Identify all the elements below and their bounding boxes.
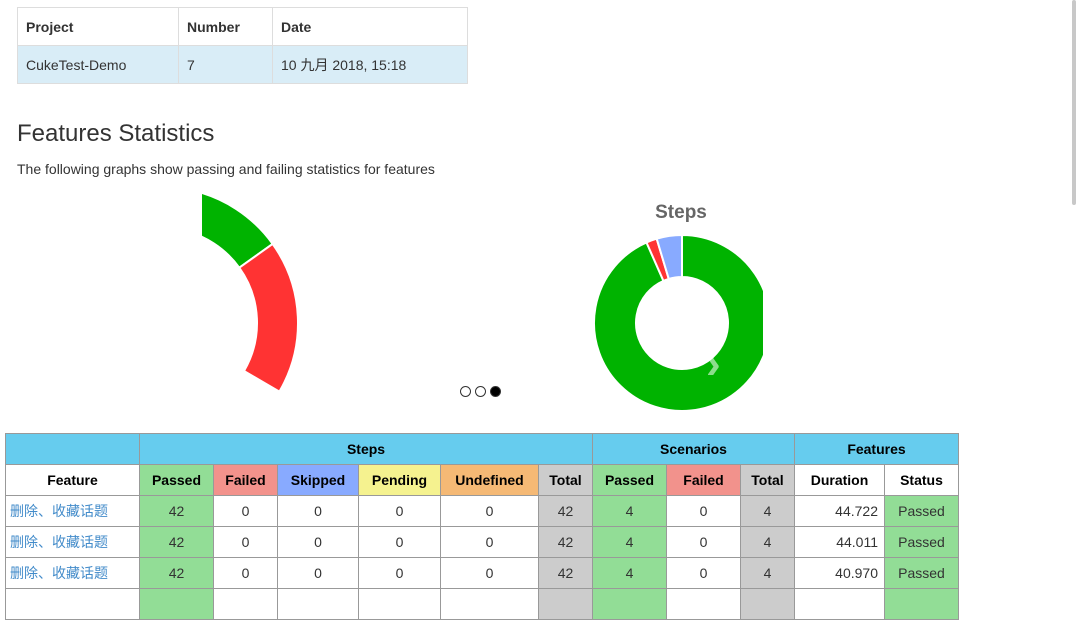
steps-passed-cell: 42	[139, 557, 214, 589]
col-duration[interactable]: Duration	[794, 464, 885, 496]
col-steps-total[interactable]: Total	[538, 464, 593, 496]
table-row: 删除、收藏话题 42 0 0 0 0 42 4 0 4 44.011 Passe…	[5, 526, 959, 558]
scenarios-failed-cell: 0	[666, 557, 741, 589]
steps-chart-title: Steps	[655, 202, 707, 223]
status-cell: Passed	[884, 495, 959, 527]
info-header-project: Project	[17, 7, 179, 46]
col-scenarios-failed[interactable]: Failed	[666, 464, 741, 496]
col-steps-skipped[interactable]: Skipped	[277, 464, 359, 496]
steps-failed-cell: 0	[213, 526, 278, 558]
feature-name-cell: 删除、收藏话题	[5, 495, 140, 527]
chart-carousel: ‹ Steps ›	[0, 190, 960, 412]
col-steps-failed[interactable]: Failed	[213, 464, 278, 496]
table-cell	[884, 588, 959, 620]
table-row: 删除、收藏话题 42 0 0 0 0 42 4 0 4 44.722 Passe…	[5, 495, 959, 527]
feature-name-cell: 删除、收藏话题	[5, 526, 140, 558]
steps-slice-passed	[593, 233, 763, 412]
info-header-date: Date	[272, 7, 468, 46]
table-cell	[5, 588, 140, 620]
feature-link[interactable]: 删除、收藏话题	[10, 565, 108, 581]
steps-slice-skipped	[655, 233, 683, 281]
scenarios-failed-cell: 0	[666, 495, 741, 527]
info-header-number: Number	[178, 7, 273, 46]
table-row	[5, 588, 959, 620]
col-steps-undefined[interactable]: Undefined	[440, 464, 539, 496]
info-row: CukeTest-Demo 7 10 九月 2018, 15:18	[17, 45, 468, 84]
col-feature[interactable]: Feature	[5, 464, 140, 496]
table-cell	[358, 588, 441, 620]
scenarios-total-cell: 4	[740, 495, 795, 527]
steps-total-cell: 42	[538, 557, 593, 589]
steps-total-cell: 42	[538, 526, 593, 558]
steps-pending-cell: 0	[358, 557, 441, 589]
steps-skipped-cell: 0	[277, 526, 359, 558]
steps-total-cell: 42	[538, 495, 593, 527]
scenarios-failed-cell: 0	[666, 526, 741, 558]
carousel-indicator-2[interactable]	[475, 386, 486, 397]
steps-failed-cell: 0	[213, 557, 278, 589]
section-subtitle: The following graphs show passing and fa…	[17, 161, 435, 177]
scenarios-total-cell: 4	[740, 526, 795, 558]
features-slice-failed	[237, 242, 299, 394]
table-cell	[213, 588, 278, 620]
scenarios-passed-cell: 4	[592, 495, 667, 527]
table-cell	[740, 588, 795, 620]
section-title: Features Statistics	[17, 120, 215, 147]
info-number: 7	[178, 45, 273, 84]
table-cell	[440, 588, 539, 620]
feature-name-cell: 删除、收藏话题	[5, 557, 140, 589]
info-project: CukeTest-Demo	[17, 45, 179, 84]
duration-cell: 44.011	[794, 526, 885, 558]
col-steps-pending[interactable]: Pending	[358, 464, 441, 496]
steps-donut-svg: Steps	[593, 202, 763, 412]
steps-undefined-cell: 0	[440, 495, 539, 527]
feature-link[interactable]: 删除、收藏话题	[10, 503, 108, 519]
table-cell	[666, 588, 741, 620]
table-cell	[538, 588, 593, 620]
group-header-scenarios: Scenarios	[592, 433, 795, 465]
col-scenarios-total[interactable]: Total	[740, 464, 795, 496]
features-pie-svg	[202, 192, 299, 394]
table-row: 删除、收藏话题 42 0 0 0 0 42 4 0 4 40.970 Passe…	[5, 557, 959, 589]
steps-skipped-cell: 0	[277, 557, 359, 589]
steps-passed-cell: 42	[139, 526, 214, 558]
group-header-features: Features	[794, 433, 959, 465]
steps-undefined-cell: 0	[440, 557, 539, 589]
steps-failed-cell: 0	[213, 495, 278, 527]
table-cell	[277, 588, 359, 620]
status-cell: Passed	[884, 526, 959, 558]
col-scenarios-passed[interactable]: Passed	[592, 464, 667, 496]
report-info-table: Project Number Date CukeTest-Demo 7 10 九…	[17, 7, 468, 84]
group-header-empty	[5, 433, 140, 465]
duration-cell: 40.970	[794, 557, 885, 589]
page-scrollbar[interactable]	[1072, 0, 1076, 205]
steps-skipped-cell: 0	[277, 495, 359, 527]
steps-pending-cell: 0	[358, 495, 441, 527]
steps-pending-cell: 0	[358, 526, 441, 558]
col-steps-passed[interactable]: Passed	[139, 464, 214, 496]
carousel-next-icon[interactable]: ›	[706, 339, 721, 388]
table-cell	[139, 588, 214, 620]
steps-passed-cell: 42	[139, 495, 214, 527]
feature-link[interactable]: 删除、收藏话题	[10, 534, 108, 550]
table-cell	[592, 588, 667, 620]
carousel-indicator-3[interactable]	[490, 386, 501, 397]
carousel-indicator-1[interactable]	[460, 386, 471, 397]
carousel-indicators	[460, 386, 501, 397]
scenarios-passed-cell: 4	[592, 557, 667, 589]
group-header-steps: Steps	[139, 433, 593, 465]
features-chart-partial	[202, 190, 322, 412]
info-date: 10 九月 2018, 15:18	[272, 45, 468, 84]
status-cell: Passed	[884, 557, 959, 589]
duration-cell: 44.722	[794, 495, 885, 527]
carousel-prev-icon[interactable]: ‹	[230, 337, 245, 386]
col-status[interactable]: Status	[884, 464, 959, 496]
table-cell	[794, 588, 885, 620]
steps-undefined-cell: 0	[440, 526, 539, 558]
scenarios-passed-cell: 4	[592, 526, 667, 558]
scenarios-total-cell: 4	[740, 557, 795, 589]
steps-chart: Steps	[560, 190, 763, 412]
